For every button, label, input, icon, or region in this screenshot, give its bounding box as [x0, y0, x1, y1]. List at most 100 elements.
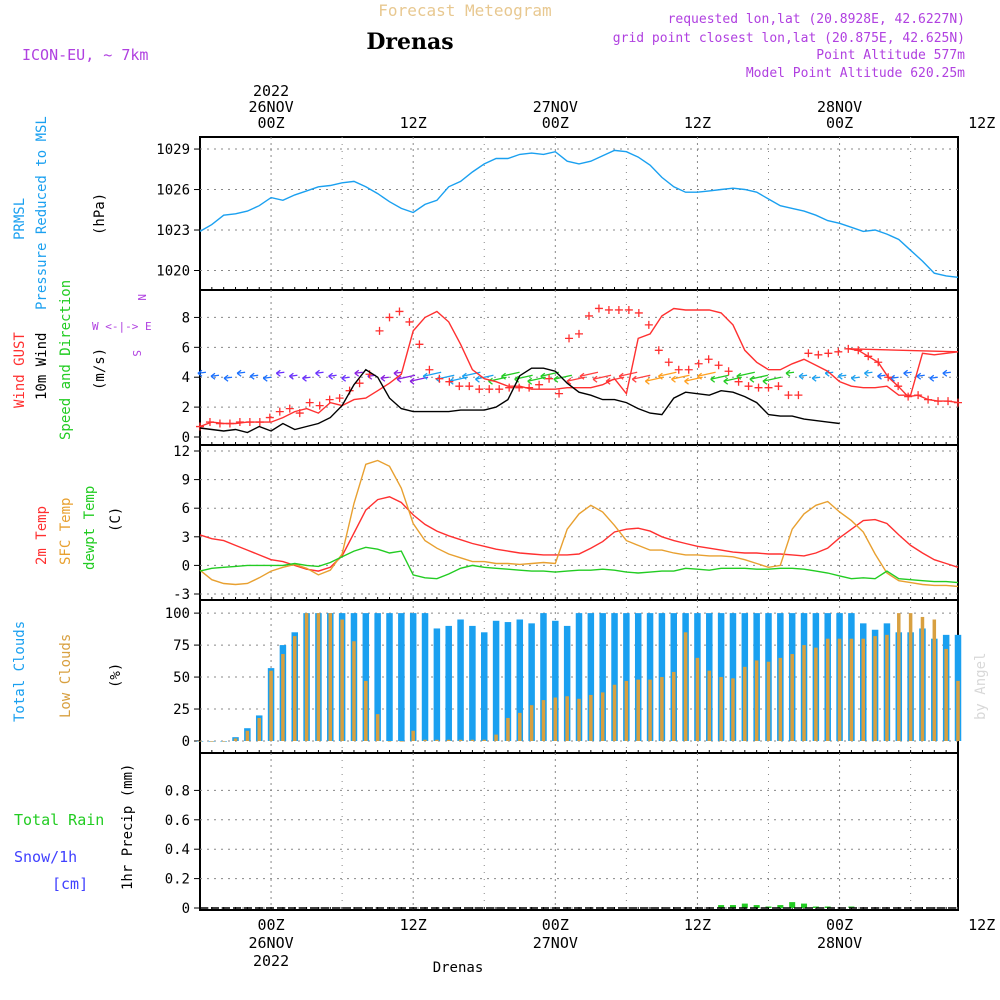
direction-arrow [223, 376, 233, 379]
direction-arrowhead [566, 377, 572, 385]
direction-arrowhead [579, 372, 585, 380]
direction-arrow [658, 371, 677, 377]
precip-ytick-label: 0.6 [165, 813, 190, 829]
top-time-label: 00Z [542, 114, 569, 132]
low-cloud-bar [825, 638, 830, 741]
low-cloud-bar [920, 616, 925, 741]
direction-arrowhead [197, 369, 203, 377]
low-cloud-bar [435, 739, 439, 741]
gust-marker [844, 344, 853, 353]
gust-marker [305, 398, 314, 407]
pressure-panel: 1020 1023 1026 1029 [156, 136, 959, 291]
dewpt-label: dewpt Temp [82, 486, 98, 570]
gust-marker [634, 308, 643, 317]
wind-ytick-label: 4 [182, 370, 190, 386]
gust-marker [525, 383, 534, 392]
gust-marker [375, 326, 384, 335]
gust-marker [545, 374, 554, 383]
direction-arrow [619, 371, 638, 377]
total-cloud-bar [540, 613, 547, 741]
top-time-label: 12Z [400, 114, 427, 132]
gust-marker [734, 377, 743, 386]
total-cloud-bar [599, 613, 606, 741]
clouds-ytick-label: 0 [182, 734, 190, 750]
low-cloud-bar [790, 654, 794, 741]
total-clouds-label: Total Clouds [12, 621, 28, 722]
gust-marker [714, 361, 723, 370]
precip-frame [199, 752, 959, 911]
precip-ytick-label: 0.2 [165, 872, 190, 888]
gust-marker [694, 359, 703, 368]
gust-marker [894, 382, 903, 391]
hpa-label: (hPa) [92, 193, 108, 235]
pct-label: (%) [108, 663, 124, 688]
direction-arrow [838, 374, 847, 377]
gust-marker [784, 391, 793, 400]
top-time-label: 26NOV [248, 98, 293, 116]
low-cloud-bar [683, 632, 688, 741]
rain-bar [729, 905, 736, 908]
gust-marker [575, 329, 583, 338]
low-cloud-bar [944, 648, 948, 741]
direction-arrow [762, 376, 782, 382]
direction-arrow [592, 374, 612, 380]
gust-marker [594, 304, 603, 313]
temperature-ytick-label: 12 [173, 444, 190, 460]
gust-marker [505, 383, 514, 392]
pressure-labels: PRMSL Pressure Reduced to MSL (hPa) [12, 116, 108, 310]
gust-marker [864, 352, 873, 361]
direction-arrowhead [354, 369, 360, 377]
bottom-time-label: 28NOV [817, 934, 862, 952]
gust-marker [355, 379, 364, 388]
direction-arrowhead [864, 369, 869, 377]
total-cloud-bar [469, 625, 476, 741]
direction-arrow [785, 371, 795, 374]
direction-arrow [315, 371, 324, 374]
bottom-time-label: 00Z [826, 916, 853, 934]
direction-arrow [197, 371, 207, 374]
direction-arrowhead [671, 375, 676, 383]
direction-arrow [942, 371, 951, 374]
direction-arrow [237, 371, 246, 374]
gust-marker [555, 389, 564, 398]
gust-marker [684, 365, 693, 374]
gust-marker [245, 418, 254, 427]
gust-marker [934, 397, 943, 406]
t2m-label: 2m Temp [34, 506, 50, 565]
precip-ytick-label: 0 [182, 901, 190, 917]
sfc-temp-line [199, 459, 959, 588]
low-cloud-bar [553, 697, 558, 741]
direction-arrowhead [210, 372, 216, 380]
dewpt-temp-line [199, 546, 959, 584]
total-cloud-bar [481, 632, 488, 741]
low-cloud-bar [932, 619, 937, 741]
low-cloud-bar [233, 738, 238, 741]
direction-arrow [210, 374, 220, 377]
direction-arrow [302, 376, 311, 379]
low-cloud-bar [245, 730, 250, 741]
total-cloud-bar [563, 625, 571, 741]
direction-arrow [671, 374, 690, 380]
gust-marker [265, 413, 274, 422]
low-cloud-bar [411, 730, 415, 741]
low-cloud-bar [849, 638, 854, 741]
low-cloud-bar [506, 717, 510, 741]
low-cloud-bar [198, 741, 202, 742]
gust-marker [754, 383, 763, 392]
direction-arrowhead [289, 372, 294, 380]
direction-arrowhead [328, 372, 334, 380]
gust-marker [315, 401, 324, 410]
temp-labels: 2m Temp SFC Temp dewpt Temp (C) [34, 486, 124, 570]
low-cloud-bar [340, 619, 344, 741]
direction-arrow [697, 371, 716, 377]
gust-marker [824, 349, 833, 358]
direction-arrowhead [697, 372, 703, 380]
low-cloud-bar [719, 677, 723, 741]
bottom-time-label: 12Z [684, 916, 711, 934]
gust-marker [664, 358, 673, 367]
total-cloud-bar [528, 623, 535, 741]
total-cloud-bar [646, 613, 654, 741]
low-cloud-bar [364, 680, 368, 741]
ms-label: (m/s) [92, 348, 108, 390]
gust-marker [954, 398, 962, 407]
